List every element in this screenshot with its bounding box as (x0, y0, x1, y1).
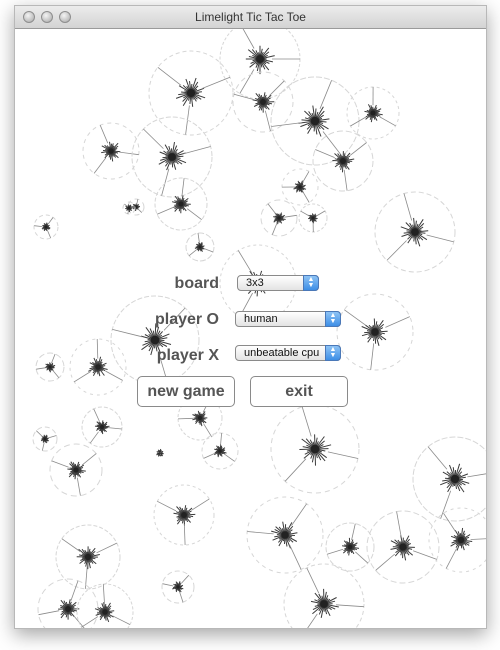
dandelion-puff (177, 395, 223, 441)
dandelion-puff (346, 86, 400, 140)
dandelion-puff (110, 295, 200, 385)
main-content: board 3x3 ▲ ▼ player O human ▲ ▼ player X … (15, 29, 486, 628)
app-window: Limelight Tic Tac Toe board 3x3 ▲ ▼ playe… (14, 5, 487, 629)
dandelion-puff (374, 191, 456, 273)
new-game-button[interactable]: new game (137, 376, 235, 407)
dandelion-background (32, 29, 486, 628)
dandelion-puff (161, 570, 195, 604)
dandelion-puff (76, 583, 134, 628)
dandelion-puff (55, 524, 121, 590)
zoom-window-icon[interactable] (59, 11, 71, 23)
dandelion-puff (260, 199, 298, 237)
player-o-label: player O (154, 311, 219, 328)
player-o-select-value: human (244, 313, 278, 325)
dandelion-puff (412, 436, 486, 522)
dandelion-puff (131, 116, 213, 198)
dandelion-puff (201, 432, 239, 470)
updown-arrow-icon: ▲ ▼ (325, 311, 341, 327)
dandelion-puff (325, 522, 375, 572)
player-x-select-value: unbeatable cpu (244, 347, 320, 359)
board-select[interactable]: 3x3 ▲ ▼ (237, 275, 319, 291)
player-x-label: player X (156, 347, 219, 364)
board-select-value: 3x3 (246, 277, 264, 289)
dandelion-puff (428, 507, 486, 573)
updown-arrow-icon: ▲ ▼ (325, 345, 341, 361)
dandelion-puff (82, 122, 140, 180)
exit-button[interactable]: exit (250, 376, 348, 407)
updown-arrow-icon: ▲ ▼ (303, 275, 319, 291)
dandelion-puff (270, 404, 360, 494)
dandelion-puff (33, 214, 59, 240)
minimize-window-icon[interactable] (41, 11, 53, 23)
dandelion-puff (336, 293, 414, 371)
dandelion-puff (154, 177, 208, 231)
dandelion-puff (298, 203, 328, 233)
dandelion-puff (32, 426, 58, 452)
dandelion-puff (283, 563, 365, 628)
titlebar: Limelight Tic Tac Toe (15, 6, 486, 29)
board-label: board (174, 275, 219, 292)
dandelion-puff (81, 406, 123, 448)
dandelion-puff (148, 50, 234, 136)
dandelion-puff (312, 130, 374, 192)
dandelion-puff (281, 168, 319, 206)
dandelion-puff (232, 71, 294, 133)
dandelion-puff (219, 29, 301, 100)
player-o-select[interactable]: human ▲ ▼ (235, 311, 341, 327)
dandelion-puff (185, 232, 215, 262)
dandelion-puff (35, 352, 65, 382)
dandelion-puff (246, 496, 324, 574)
player-x-select[interactable]: unbeatable cpu ▲ ▼ (235, 345, 341, 361)
dandelion-puff (122, 201, 136, 215)
dandelion-puff (69, 338, 127, 396)
dandelion-puff (49, 443, 103, 497)
dandelion-puff (153, 484, 215, 546)
dandelion-puff (366, 510, 440, 584)
window-title: Limelight Tic Tac Toe (195, 10, 306, 24)
dandelion-puff (156, 448, 164, 457)
close-window-icon[interactable] (23, 11, 35, 23)
dandelion-puff (37, 578, 99, 628)
dandelion-puff (270, 76, 360, 166)
